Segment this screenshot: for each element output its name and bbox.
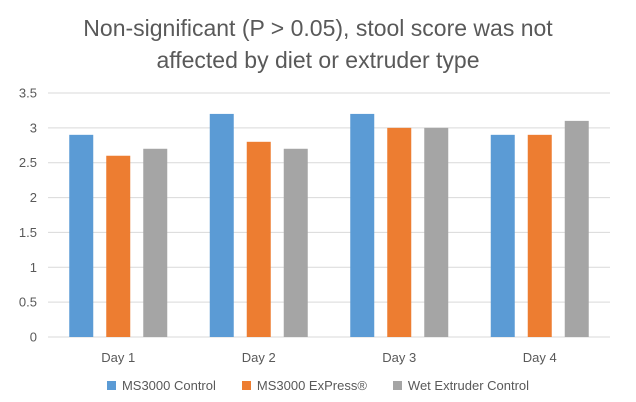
legend-item-ms3000-express: MS3000 ExPress® [241, 378, 367, 393]
x-tick-label: Day 4 [523, 350, 557, 365]
bar-day3-series-1 [350, 113, 375, 338]
x-tick-label: Day 2 [242, 350, 276, 365]
bar-day3-series-3 [424, 127, 449, 337]
bar-day4-series-1 [490, 134, 515, 337]
legend: MS3000 Control MS3000 ExPress® Wet Extru… [0, 378, 636, 393]
y-tick-label: 0 [30, 330, 37, 345]
bar-day1-series-1 [69, 134, 94, 337]
chart-title-line-1: Non-significant (P > 0.05), stool score … [83, 15, 553, 41]
legend-label-ms3000-control: MS3000 Control [121, 378, 216, 393]
legend-label-wet-extruder-control: Wet Extruder Control [407, 378, 530, 393]
bar-day4-series-2 [527, 134, 552, 337]
x-tick-label: Day 1 [101, 350, 135, 365]
x-tick-label: Day 3 [382, 350, 416, 365]
bar-day3-series-2 [387, 127, 412, 337]
bar-day2-series-2 [246, 141, 271, 337]
y-tick-label: 2.5 [19, 155, 37, 170]
y-tick-label: 1 [30, 260, 37, 275]
bar-day4-series-3 [564, 120, 589, 337]
legend-swatch-ms3000-express [241, 381, 251, 390]
bar-day2-series-1 [209, 113, 234, 338]
bar-day1-series-3 [143, 148, 168, 337]
chart-title-line-2: affected by diet or extruder type [156, 47, 480, 73]
y-tick-label: 3.5 [19, 86, 37, 101]
y-tick-label: 2 [30, 190, 37, 205]
legend-swatch-ms3000-control [106, 381, 116, 390]
legend-swatch-wet-extruder-control [392, 381, 402, 390]
legend-label-ms3000-express: MS3000 ExPress® [256, 378, 367, 393]
legend-item-wet-extruder-control: Wet Extruder Control [392, 378, 530, 393]
chart-title: Non-significant (P > 0.05), stool score … [0, 12, 636, 76]
legend-item-ms3000-control: MS3000 Control [106, 378, 216, 393]
y-tick-label: 1.5 [19, 225, 37, 240]
y-tick-label: 0.5 [19, 295, 37, 310]
y-tick-label: 3 [30, 120, 37, 135]
bar-day2-series-3 [283, 148, 308, 337]
bar-day1-series-2 [106, 155, 131, 337]
